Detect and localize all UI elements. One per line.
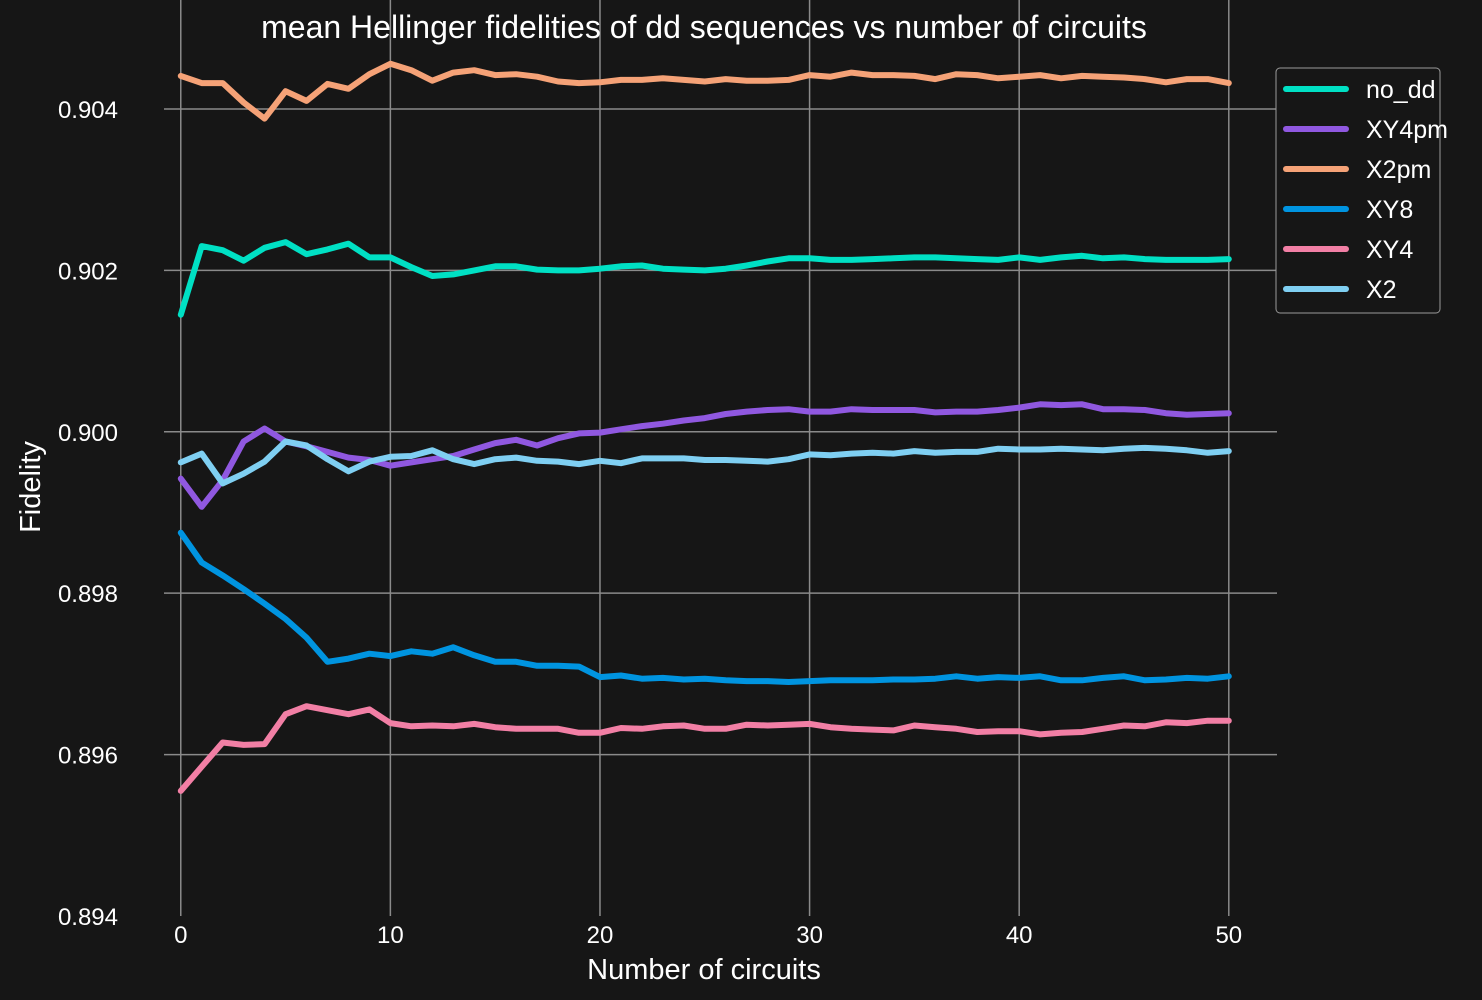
series-line-no_dd xyxy=(177,239,1232,318)
series-lines xyxy=(177,60,1232,794)
y-tick-labels: 0.894 0.896 0.898 0.900 0.902 0.904 xyxy=(58,97,118,931)
legend-frame xyxy=(1275,67,1441,314)
y-tick-label: 0.896 xyxy=(58,743,118,770)
series-line-xy4 xyxy=(177,703,1232,794)
x-tick-label: 30 xyxy=(796,922,823,949)
series-line-xy8 xyxy=(177,529,1232,685)
legend-label-xy8: XY8 xyxy=(1366,196,1413,224)
legend-label-no_dd: no_dd xyxy=(1366,76,1436,104)
y-tick-label: 0.900 xyxy=(58,420,118,447)
legend-label-x2pm: X2pm xyxy=(1366,156,1431,184)
series-line-xy4pm xyxy=(177,401,1232,510)
y-axis-label: Fidelity xyxy=(15,441,47,533)
y-tick-label: 0.894 xyxy=(58,904,118,931)
x-axis-label: Number of circuits xyxy=(587,954,821,986)
legend-label-x2: X2 xyxy=(1366,276,1397,304)
x-tick-label: 20 xyxy=(587,922,614,949)
chart-title: mean Hellinger fidelities of dd sequence… xyxy=(261,9,1147,45)
legend: no_dd XY4pm X2pm XY8 XY4 X2 xyxy=(1275,67,1448,314)
x-tick-label: 40 xyxy=(1006,922,1033,949)
y-tick-label: 0.902 xyxy=(58,258,118,285)
legend-label-xy4pm: XY4pm xyxy=(1366,116,1448,144)
x-tick-label: 0 xyxy=(174,922,187,949)
y-tick-label: 0.898 xyxy=(58,581,118,608)
y-tick-label: 0.904 xyxy=(58,97,118,124)
grid-lines xyxy=(164,0,1277,916)
series-line-x2pm xyxy=(177,60,1232,122)
legend-label-xy4: XY4 xyxy=(1366,236,1413,264)
x-tick-label: 10 xyxy=(377,922,404,949)
x-tick-labels: 0 10 20 30 40 50 xyxy=(174,922,1242,949)
x-tick-label: 50 xyxy=(1215,922,1242,949)
series-line-x2 xyxy=(177,438,1232,487)
